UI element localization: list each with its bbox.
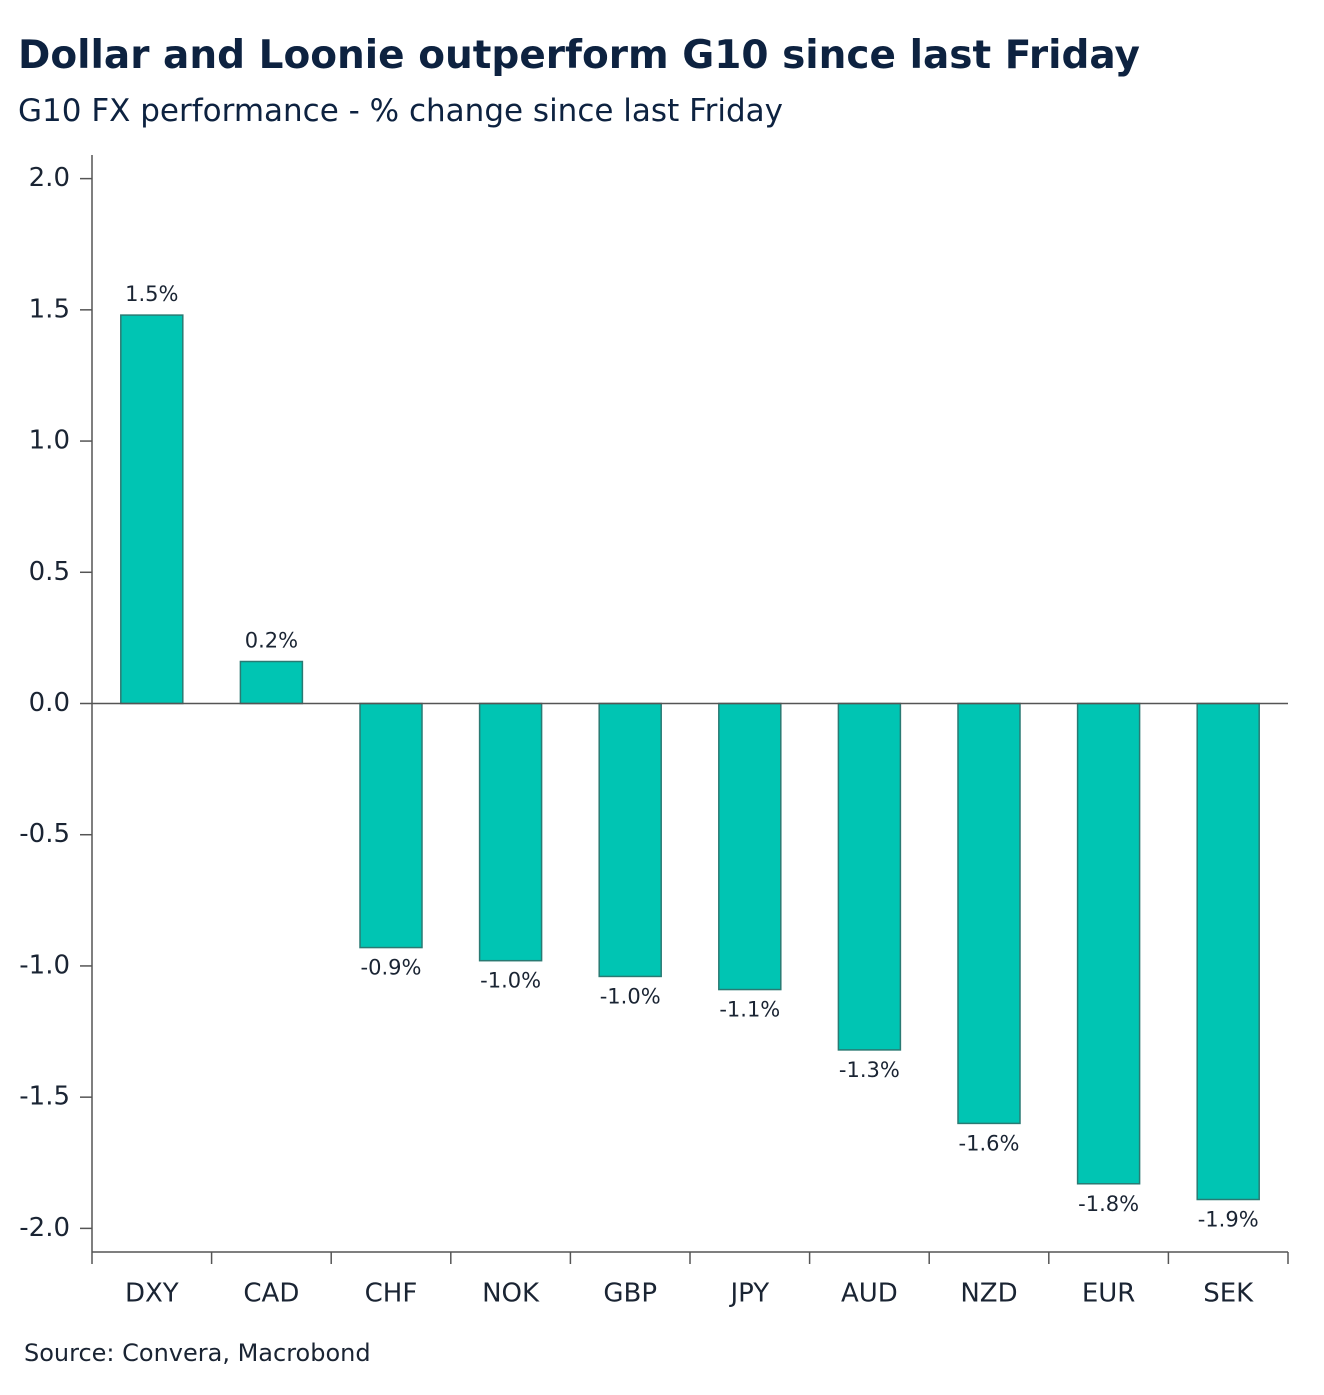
y-tick-label: -0.5	[19, 819, 70, 849]
x-tick-label: DXY	[125, 1279, 179, 1309]
value-label: 0.2%	[245, 629, 298, 653]
value-label: -1.8%	[1078, 1192, 1139, 1216]
x-tick-label: CHF	[365, 1279, 418, 1309]
y-tick-label: -2.0	[19, 1213, 70, 1243]
value-label: -0.9%	[361, 956, 422, 980]
value-label: 1.5%	[125, 282, 178, 306]
y-tick-label: 1.0	[29, 426, 70, 456]
chart-subtitle: G10 FX performance - % change since last…	[18, 93, 783, 129]
bar	[478, 702, 543, 962]
x-tick-label: CAD	[243, 1279, 299, 1309]
bar	[837, 702, 902, 1051]
value-label: -1.1%	[719, 998, 780, 1022]
bar	[239, 660, 304, 705]
x-tick-label: NOK	[482, 1279, 540, 1309]
x-tick-label: JPY	[728, 1279, 769, 1309]
x-tick-label: NZD	[960, 1279, 1017, 1309]
x-tick-label: AUD	[841, 1279, 898, 1309]
x-tick-label: GBP	[603, 1279, 657, 1309]
chart-title: Dollar and Loonie outperform G10 since l…	[18, 33, 1140, 78]
value-label: -1.9%	[1198, 1208, 1259, 1232]
value-label: -1.6%	[959, 1131, 1020, 1155]
y-tick-label: 0.0	[29, 688, 70, 718]
bar	[1076, 702, 1141, 1185]
x-tick-label: SEK	[1203, 1279, 1254, 1309]
bar	[359, 702, 423, 949]
bar	[1196, 702, 1260, 1201]
value-label: -1.3%	[839, 1058, 900, 1082]
y-tick-label: 1.5	[29, 294, 70, 324]
source-note: Source: Convera, Macrobond	[24, 1339, 371, 1367]
value-label: -1.0%	[480, 969, 541, 993]
x-tick-label: EUR	[1082, 1279, 1136, 1309]
bar	[718, 702, 782, 991]
y-tick-label: 2.0	[29, 163, 70, 193]
value-label: -1.0%	[600, 984, 661, 1008]
y-tick-label: -1.5	[19, 1082, 70, 1112]
bar	[957, 702, 1021, 1125]
y-tick-label: 0.5	[29, 557, 70, 587]
bar	[120, 314, 184, 705]
bar	[598, 702, 662, 978]
y-tick-label: -1.0	[19, 950, 70, 980]
